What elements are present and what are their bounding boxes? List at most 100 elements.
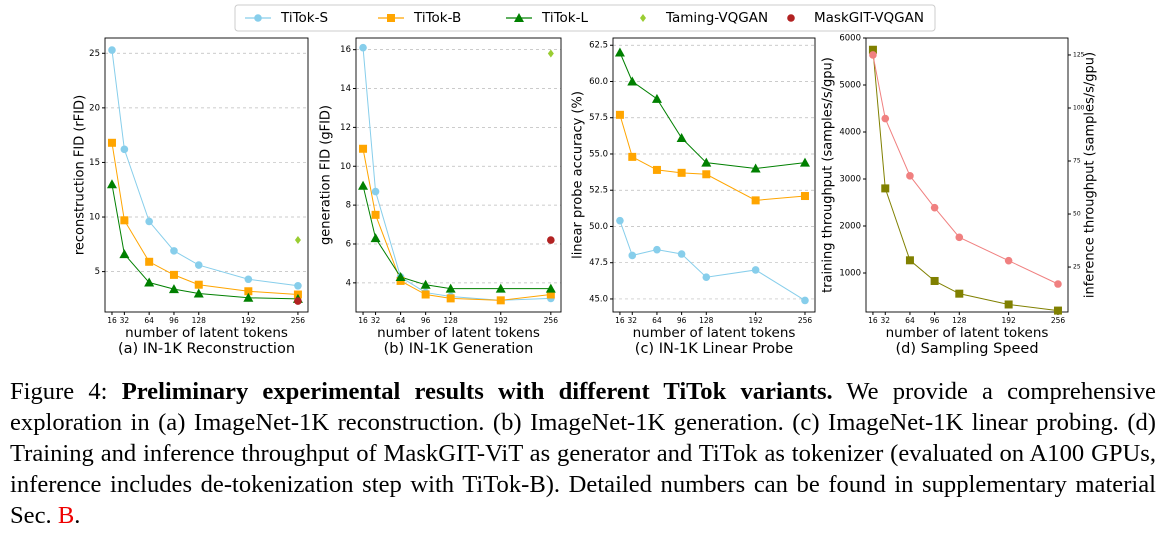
marker [614, 47, 625, 57]
y-tick-label: 15 [89, 158, 100, 168]
y-tick-label: 62.5 [589, 41, 608, 51]
marker [244, 275, 253, 284]
series-line [619, 114, 806, 201]
caption: Figure 4: Preliminary experimental resul… [10, 376, 1156, 531]
marker [628, 152, 637, 161]
x-tick-label: 96 [930, 316, 940, 325]
x-tick-label: 16 [107, 316, 117, 325]
y-axis-label: generation FID (gFID) [319, 105, 334, 245]
marker [495, 283, 506, 293]
marker [869, 51, 877, 59]
marker [868, 45, 877, 54]
marker [651, 93, 662, 103]
series-line [362, 148, 551, 301]
marker [371, 210, 380, 219]
marker [1053, 306, 1062, 315]
marker [750, 163, 761, 173]
marker [800, 192, 809, 201]
marker [145, 217, 153, 226]
marker [359, 144, 368, 153]
caption-ref[interactable]: B [57, 502, 75, 529]
series-line [362, 185, 551, 290]
x-tick-label: 192 [241, 316, 256, 325]
y-tick-label: 4000 [839, 127, 861, 137]
marker [615, 110, 624, 119]
y2-tick-label: 100 [1073, 104, 1085, 111]
marker [547, 49, 554, 58]
chart-title: (b) IN-1K Generation [384, 341, 534, 357]
marker [170, 247, 178, 255]
y-tick-label: 25 [89, 49, 100, 59]
marker [930, 203, 939, 212]
y-tick-label: 8 [346, 201, 351, 211]
y-tick-label: 5 [95, 267, 100, 277]
y-tick-label: 55.0 [589, 149, 608, 159]
marker [169, 270, 178, 279]
marker [751, 196, 760, 205]
x-tick-label: 256 [798, 316, 813, 325]
x-tick-label: 32 [120, 316, 130, 325]
marker [546, 290, 555, 299]
y-tick-label: 2000 [839, 221, 861, 231]
marker [545, 283, 556, 293]
marker [371, 187, 380, 196]
marker [168, 284, 179, 294]
marker [702, 273, 711, 282]
x-tick-label: 192 [1001, 316, 1016, 325]
x-tick-label: 96 [421, 316, 431, 325]
y-tick-label: 57.5 [589, 113, 608, 123]
y-tick-label: 1000 [839, 268, 861, 278]
marker [108, 46, 116, 54]
y2-tick-label: 125 [1073, 51, 1085, 58]
series-line [619, 220, 806, 301]
marker [616, 216, 624, 225]
caption-bold: Preliminary experimental results with di… [121, 378, 833, 405]
y-tick-label: 6 [346, 239, 351, 249]
marker [421, 290, 430, 299]
chart-title: (a) IN-1K Reconstruction [118, 341, 295, 357]
marker [294, 235, 301, 244]
x-axis-label: number of latent tokens [377, 325, 540, 341]
marker [294, 282, 302, 290]
marker [547, 236, 555, 244]
legend-label: TiTok-L [541, 10, 588, 26]
marker [445, 283, 456, 293]
y2-tick-label: 50 [1073, 211, 1081, 218]
legend-label: MaskGIT-VQGAN [814, 10, 924, 26]
marker [628, 251, 637, 260]
marker [1054, 280, 1062, 288]
caption-label: Figure 4: [10, 378, 108, 405]
chart-title: (d) Sampling Speed [895, 341, 1038, 357]
marker [677, 250, 686, 258]
marker [107, 138, 116, 147]
x-tick-label: 128 [699, 316, 714, 325]
x-tick-label: 64 [905, 316, 915, 325]
x-axis-label: number of latent tokens [125, 325, 288, 341]
marker [243, 292, 254, 302]
series-line [872, 49, 1059, 312]
x-tick-label: 256 [1051, 316, 1066, 325]
x-tick-label: 32 [881, 316, 891, 325]
marker [244, 287, 253, 296]
marker [905, 256, 914, 265]
marker [120, 216, 129, 225]
legend-marker [254, 14, 262, 22]
plot-frame [355, 37, 562, 313]
marker [653, 245, 661, 254]
legend-marker [787, 14, 795, 22]
x-tick-label: 96 [169, 316, 179, 325]
marker [119, 249, 130, 259]
marker [194, 261, 203, 269]
y-tick-label: 14 [340, 84, 351, 94]
marker [420, 279, 431, 289]
y-tick-label: 6000 [839, 34, 861, 44]
x-tick-label: 64 [144, 316, 154, 325]
legend-label: Taming-VQGAN [665, 10, 768, 26]
caption-text: We provide a comprehensive exploration i… [10, 378, 1156, 529]
y-tick-label: 10 [89, 213, 100, 223]
x-tick-label: 64 [396, 316, 406, 325]
marker [955, 233, 964, 242]
